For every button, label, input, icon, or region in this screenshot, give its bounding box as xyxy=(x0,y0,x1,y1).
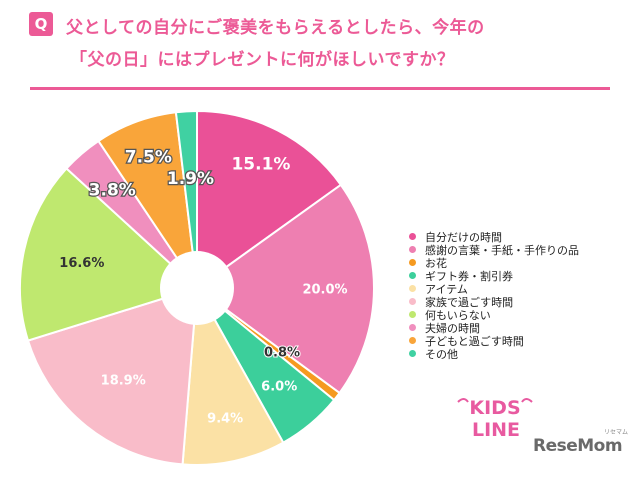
legend-swatch xyxy=(409,324,416,331)
legend-item: 感謝の言葉・手紙・手作りの品 xyxy=(409,243,579,257)
slice-label: 0.8% xyxy=(264,346,300,361)
pie-slice xyxy=(195,183,375,395)
slice-label: 6.0% xyxy=(261,380,297,395)
svg-text:KIDS: KIDS xyxy=(469,397,520,419)
legend-label: 何もいらない xyxy=(425,308,491,322)
legend-label: その他 xyxy=(425,347,458,361)
slice-label: 20.0% xyxy=(302,282,347,297)
pie-slice xyxy=(19,167,199,342)
legend-item: 夫婦の時間 xyxy=(409,321,579,335)
legend-label: ギフト券・割引券 xyxy=(425,269,513,283)
kids-line-logo: KIDS LINE xyxy=(457,397,533,441)
legend-swatch xyxy=(409,350,416,357)
title-divider xyxy=(30,87,610,90)
legend-swatch xyxy=(409,246,416,253)
slice-label: 15.1% xyxy=(231,154,290,174)
legend-label: アイテム xyxy=(425,282,468,296)
legend-swatch xyxy=(409,259,416,266)
legend-label: 感謝の言葉・手紙・手作りの品 xyxy=(425,243,579,257)
legend-swatch xyxy=(409,298,416,305)
legend-item: アイテム xyxy=(409,282,579,296)
legend-item: その他 xyxy=(409,347,579,361)
resemom-ruby: リセマム xyxy=(604,429,629,436)
legend-item: お花 xyxy=(409,256,579,270)
legend-swatch xyxy=(409,311,416,318)
legend-item: 子どもと過ごす時間 xyxy=(409,334,579,348)
legend-label: 家族で過ごす時間 xyxy=(425,295,514,309)
pie-slice xyxy=(174,109,198,289)
slice-label: 16.6% xyxy=(59,256,104,271)
pie-slice xyxy=(26,286,199,466)
pie-slice xyxy=(181,284,285,466)
legend-item: 家族で過ごす時間 xyxy=(409,295,579,309)
legend-label: 自分だけの時間 xyxy=(425,230,502,244)
slice-label: 3.8% xyxy=(89,180,136,200)
legend-item: 自分だけの時間 xyxy=(409,230,579,244)
slice-label: 7.5% xyxy=(125,148,172,168)
svg-text:LINE: LINE xyxy=(472,419,520,441)
slice-label: 18.9% xyxy=(101,374,146,389)
legend-swatch xyxy=(409,272,416,279)
legend-item: ギフト券・割引券 xyxy=(409,269,579,283)
question-title-line-2: 「父の日」にはプレゼントに何がほしいですか？ xyxy=(70,50,455,70)
legend-swatch xyxy=(409,337,416,344)
donut-hole xyxy=(160,251,234,325)
chart-legend: 自分だけの時間 感謝の言葉・手紙・手作りの品 お花 ギフト券・割引券 アイテム 家族で過ご… xyxy=(409,230,579,361)
legend-item: 何もいらない xyxy=(409,308,579,322)
slice-label: 1.9% xyxy=(167,169,214,189)
question-title-line-1: 父としての自分にご褒美をもらえるとしたら、今年の xyxy=(66,18,485,38)
legend-label: 子どもと過ごす時間 xyxy=(425,334,524,348)
legend-label: お花 xyxy=(425,256,447,270)
question-badge: Q xyxy=(29,12,53,36)
legend-swatch xyxy=(409,285,416,292)
legend-swatch xyxy=(409,233,416,240)
legend-label: 夫婦の時間 xyxy=(425,321,480,335)
slice-label: 9.4% xyxy=(207,412,243,427)
resemom-logo: ReseMom xyxy=(533,436,623,456)
pie-slice xyxy=(196,109,343,290)
